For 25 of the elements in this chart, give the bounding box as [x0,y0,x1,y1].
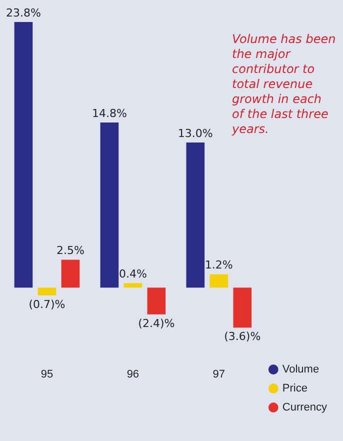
data-label: (0.7)% [28,298,66,311]
data-label: 14.8% [92,106,127,120]
legend-label: Volume [282,364,320,376]
data-label: 23.8% [6,6,41,20]
bar [124,283,142,288]
data-label: 2.5% [56,244,84,258]
x-tick-label: 96 [126,368,140,380]
annotation: Volume has been the major contributor to total revenue growth in each of the last three years. [232,32,336,137]
data-label: 13.0% [178,126,213,140]
data-label: (3.6)% [224,330,261,344]
data-label: (2.4)% [138,316,175,330]
x-tick-label: 97 [212,368,226,380]
bar [14,22,33,288]
legend-label: Currency [282,402,328,414]
bar [210,274,228,288]
bar [100,122,119,288]
data-label: 0.4% [118,268,147,281]
bar [147,288,166,314]
legend-label: Price [282,382,308,395]
bar [38,288,56,296]
x-tick-label: 95 [40,368,54,380]
bar [186,142,205,288]
bar [61,260,80,288]
bar [233,288,252,328]
data-label: 1.2% [204,258,233,272]
